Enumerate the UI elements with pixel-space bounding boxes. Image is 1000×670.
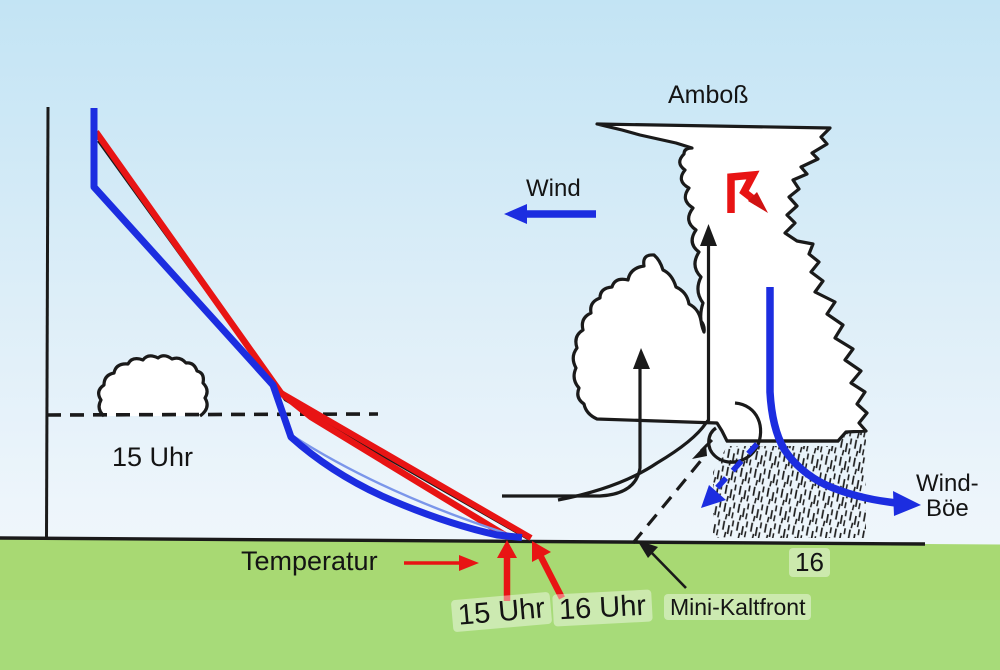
ground-line [0,536,926,546]
wind-label: Wind [526,175,581,202]
temperature-profiles [90,108,533,541]
lightning-icon [727,170,768,213]
mini-cold-front-pointer [647,548,687,589]
profile-lightblue-thin [292,434,506,535]
outflow-arrowhead-icon [701,485,726,508]
profile-16uhr-label: 16 Uhr [552,589,653,628]
temp-15uhr-arrowhead-icon [497,540,517,558]
flank-updraft-arrow [502,364,642,498]
main-updraft-arrow [557,240,711,502]
mini-cold-front-arrowhead-icon [637,540,658,558]
profile-blue [90,108,523,541]
profile-red-15uhr [93,130,510,540]
profile-black-reference [97,140,529,540]
gust-front-nose-arrowhead-icon [692,444,707,459]
mini-cold-front-line [631,456,705,545]
wind-gust-label-line1: Wind- [916,470,979,497]
main-updraft-arrowhead-icon [700,224,717,246]
flank-updraft-arrowhead-icon [633,348,650,369]
ground-shade [0,600,1000,670]
temperature-axis-label: Temperatur [241,546,378,576]
wind-gust-label-line2: Böe [925,495,969,523]
surface-temp-markers [404,540,565,601]
wind-arrow-icon [504,204,596,224]
gust-time-label: 16 [789,548,830,578]
small-cumulus-cloud [97,354,209,418]
mini-cold-front-label: Mini-Kaltfront [664,594,812,621]
outflow-dashed-arrow [713,442,760,491]
temp-16uhr-arrow-shaft [537,553,565,600]
cumulonimbus-outline [571,122,869,443]
temp-16uhr-arrowhead-icon [532,541,551,562]
anvil-label: Amboß [668,81,749,109]
cumulonimbus-cloud [502,122,921,589]
wind-gust-label: Wind- Böe [916,471,979,521]
gust-arrowhead-icon [893,491,921,516]
inversion-dashed-line [46,412,379,417]
profile-red-16uhr-branch [279,390,533,541]
rain-shaft [713,431,866,538]
height-axis [45,106,50,538]
downdraft-curve [766,287,898,507]
inversion-time-label: 15 Uhr [112,442,194,472]
temperatur-arrowhead-icon [459,555,479,571]
temperature-profile-chart [45,106,379,538]
